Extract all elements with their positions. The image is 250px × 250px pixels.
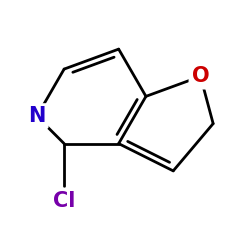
Text: O: O [192, 66, 209, 86]
Text: Cl: Cl [53, 191, 75, 211]
Text: N: N [28, 106, 46, 126]
Text: N: N [28, 106, 46, 126]
Text: Cl: Cl [53, 191, 75, 211]
Text: O: O [192, 66, 209, 86]
